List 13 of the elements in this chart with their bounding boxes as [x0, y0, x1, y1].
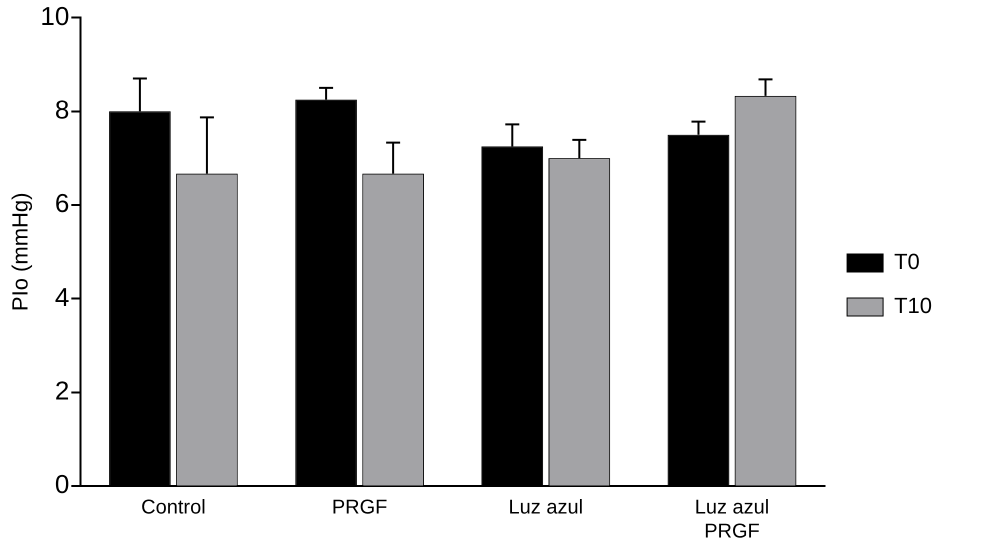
x-tick-label: Luz azul: [508, 496, 584, 519]
x-tick-label: Control: [141, 496, 206, 519]
legend-label: T0: [894, 249, 920, 274]
y-axis-title: PIo (mmHg): [7, 192, 32, 312]
y-tick-label: 8: [54, 94, 70, 124]
y-tick-label: 10: [40, 0, 70, 31]
y-tick-label: 2: [54, 375, 70, 406]
x-tick-label: PRGF: [332, 496, 388, 519]
y-tick-label: 0: [54, 469, 70, 500]
legend-label: T10: [894, 293, 932, 318]
x-tick-label: Luz azul PRGF: [694, 496, 770, 543]
y-tick-label: 6: [54, 188, 70, 218]
y-tick-label: 4: [54, 282, 70, 312]
